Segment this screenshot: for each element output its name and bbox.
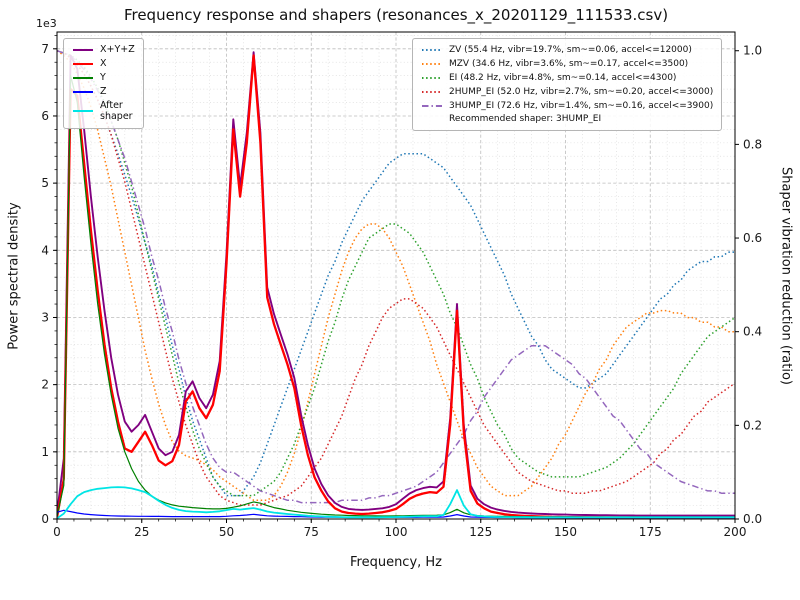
x-tick-label: 125 bbox=[469, 525, 492, 539]
y-axis-label-left: Power spectral density bbox=[6, 202, 22, 350]
legend-item: 2HUMP_EI (52.0 Hz, vibr=2.7%, sm~=0.20, … bbox=[421, 86, 713, 98]
legend-item: After shaper bbox=[72, 100, 135, 123]
curve-3hump-ei bbox=[57, 49, 735, 504]
legend-line-sample bbox=[422, 63, 442, 65]
y-left-tick-label: 1 bbox=[41, 445, 49, 459]
legend-shapers: ZV (55.4 Hz, vibr=19.7%, sm~=0.06, accel… bbox=[412, 38, 723, 131]
legend-item: ZV (55.4 Hz, vibr=19.7%, sm~=0.06, accel… bbox=[421, 44, 713, 56]
legend-item-label: Y bbox=[100, 72, 106, 84]
legend-line-sample bbox=[73, 110, 93, 113]
y-right-tick-label: 1.0 bbox=[743, 44, 762, 58]
x-tick-label: 75 bbox=[304, 525, 319, 539]
legend-item-label: After shaper bbox=[100, 100, 133, 123]
left-axis-multiplier: 1e3 bbox=[36, 17, 57, 30]
x-tick-label: 50 bbox=[219, 525, 234, 539]
x-tick-label: 25 bbox=[134, 525, 149, 539]
legend-item: X+Y+Z bbox=[72, 44, 135, 56]
legend-item-label: 2HUMP_EI (52.0 Hz, vibr=2.7%, sm~=0.20, … bbox=[449, 86, 714, 97]
y-right-tick-label: 0.0 bbox=[743, 512, 762, 526]
curve-after-shaper bbox=[57, 486, 735, 519]
x-tick-label: 175 bbox=[639, 525, 662, 539]
legend-item-label: MZV (34.6 Hz, vibr=3.6%, sm~=0.17, accel… bbox=[449, 58, 689, 69]
recommended-shaper-note: Recommended shaper: 3HUMP_EI bbox=[449, 114, 602, 124]
legend-line-sample bbox=[422, 105, 442, 107]
curve-x-y-z bbox=[57, 51, 735, 517]
legend-item: Y bbox=[72, 72, 135, 84]
x-tick-label: 0 bbox=[53, 525, 61, 539]
y-right-tick-label: 0.2 bbox=[743, 418, 762, 432]
curve-2hump-ei bbox=[57, 49, 735, 506]
legend-item: X bbox=[72, 58, 135, 70]
legend-item-label: 3HUMP_EI (72.6 Hz, vibr=1.4%, sm~=0.16, … bbox=[449, 100, 714, 111]
legend-line-sample bbox=[73, 49, 93, 51]
legend-line-sample bbox=[422, 49, 442, 51]
chart-title: Frequency response and shapers (resonanc… bbox=[123, 6, 669, 24]
legend-item: MZV (34.6 Hz, vibr=3.6%, sm~=0.17, accel… bbox=[421, 58, 713, 70]
y-left-tick-label: 5 bbox=[41, 176, 49, 190]
y-axis-label-right: Shaper vibration reduction (ratio) bbox=[778, 167, 794, 385]
x-tick-label: 150 bbox=[554, 525, 577, 539]
curve-mzv bbox=[57, 50, 735, 502]
legend-item: 3HUMP_EI (72.6 Hz, vibr=1.4%, sm~=0.16, … bbox=[421, 100, 713, 112]
y-left-tick-label: 4 bbox=[41, 243, 49, 257]
y-right-tick-label: 0.4 bbox=[743, 325, 762, 339]
legend-item-label: ZV (55.4 Hz, vibr=19.7%, sm~=0.06, accel… bbox=[449, 44, 692, 55]
legend-note-row: Recommended shaper: 3HUMP_EI bbox=[421, 114, 713, 125]
legend-item-label: X bbox=[100, 58, 107, 70]
legend-psd: X+Y+Z X Y Z After shaper bbox=[63, 38, 144, 129]
legend-item-label: X+Y+Z bbox=[100, 44, 135, 56]
x-tick-label: 100 bbox=[385, 525, 408, 539]
legend-line-sample bbox=[73, 63, 93, 65]
legend-line-sample bbox=[73, 77, 93, 79]
y-left-tick-label: 7 bbox=[41, 42, 49, 56]
legend-item-label: Z bbox=[100, 86, 107, 98]
y-left-tick-label: 2 bbox=[41, 378, 49, 392]
y-left-tick-label: 0 bbox=[41, 512, 49, 526]
y-left-tick-label: 6 bbox=[41, 109, 49, 123]
legend-note-spacer bbox=[421, 119, 443, 120]
y-right-tick-label: 0.6 bbox=[743, 231, 762, 245]
legend-line-sample bbox=[422, 91, 442, 93]
y-left-tick-label: 3 bbox=[41, 310, 49, 324]
legend-item-label: EI (48.2 Hz, vibr=4.8%, sm~=0.14, accel<… bbox=[449, 72, 677, 83]
legend-item: EI (48.2 Hz, vibr=4.8%, sm~=0.14, accel<… bbox=[421, 72, 713, 84]
x-axis-label: Frequency, Hz bbox=[349, 555, 443, 570]
x-tick-label: 200 bbox=[724, 525, 747, 539]
y-right-tick-label: 0.8 bbox=[743, 137, 762, 151]
legend-line-sample bbox=[73, 91, 93, 93]
legend-line-sample bbox=[422, 77, 442, 79]
legend-item: Z bbox=[72, 86, 135, 98]
